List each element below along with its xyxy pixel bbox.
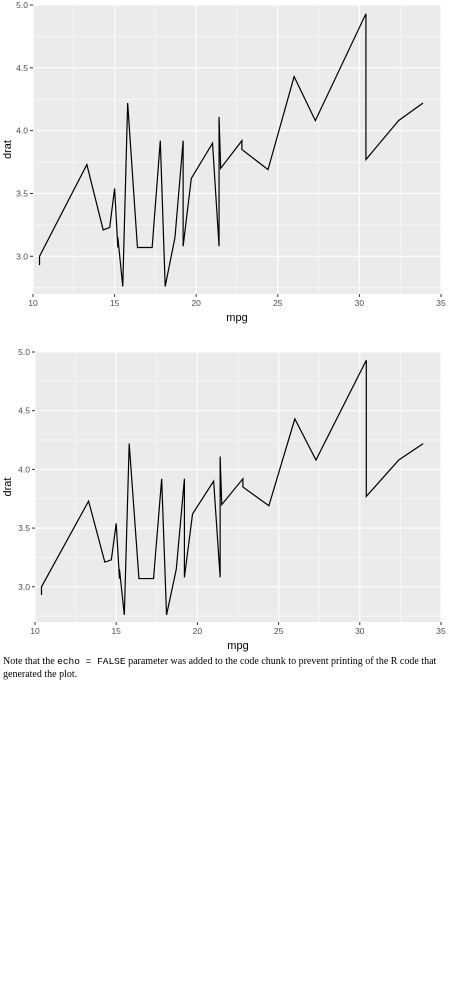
y-tick-label: 4.0 [18, 464, 30, 474]
data-line-drat [40, 359, 424, 616]
x-tick-label: 10 [30, 626, 40, 636]
data-line-drat [38, 13, 424, 287]
y-tick-label: 4.5 [18, 406, 30, 416]
x-axis-title: mpg [227, 640, 248, 652]
chart-svg: 10 15 20 25 30 35 3.0 3.5 4.0 4.5 5.0 mpg drat [2, 0, 446, 324]
x-tick-label: 30 [355, 626, 365, 636]
note-text-after: parameter was added to the code chunk to… [3, 656, 437, 680]
note-text-before: Note that the [3, 656, 58, 667]
x-tick-label: 10 [28, 298, 38, 308]
y-tick-label: 3.5 [16, 188, 28, 198]
y-tick-label: 4.0 [16, 126, 28, 136]
y-tick-label: 3.0 [16, 251, 28, 261]
x-tick-label: 15 [111, 626, 121, 636]
y-tick-label: 4.5 [16, 63, 28, 73]
x-axis-title: mpg [226, 312, 247, 324]
x-tick-label: 20 [191, 298, 201, 308]
y-tick-label: 3.5 [18, 523, 30, 533]
y-axis-title: drat [2, 140, 14, 159]
x-tick-label: 35 [436, 626, 446, 636]
x-tick-label: 35 [436, 298, 446, 308]
x-tick-label: 15 [110, 298, 120, 308]
drat-vs-mpg-line-chart-2: 10 15 20 25 30 35 3.0 3.5 4.0 4.5 5.0 mpg drat [0, 344, 452, 674]
drat-vs-mpg-line-chart-1: 10 15 20 25 30 35 3.0 3.5 4.0 4.5 5.0 mpg drat [0, 0, 452, 325]
note-code: echo = FALSE [57, 656, 126, 667]
echo-false-note: Note that the echo = FALSE parameter was… [3, 656, 452, 681]
x-tick-label: 25 [273, 298, 283, 308]
chart-svg: 10 15 20 25 30 35 3.0 3.5 4.0 4.5 5.0 mpg drat [2, 347, 446, 652]
y-tick-label: 3.0 [18, 582, 30, 592]
y-axis-title: drat [2, 478, 14, 497]
y-tick-label: 5.0 [18, 347, 30, 357]
x-tick-label: 25 [274, 626, 284, 636]
y-tick-label: 5.0 [16, 0, 28, 10]
x-tick-label: 30 [355, 298, 365, 308]
x-tick-label: 20 [193, 626, 203, 636]
